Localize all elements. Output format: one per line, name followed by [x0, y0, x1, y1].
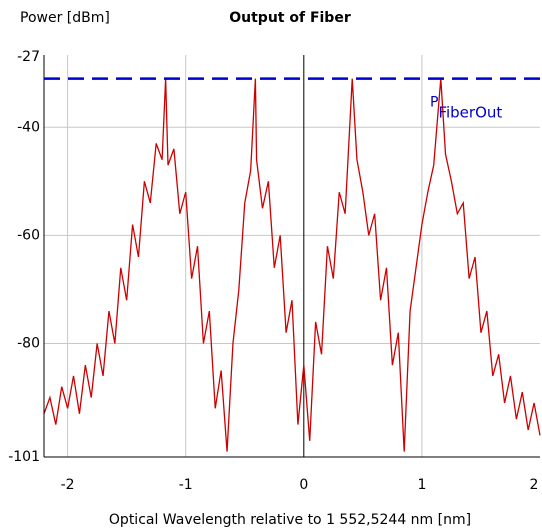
- chart-title: Output of Fiber: [229, 10, 351, 26]
- x-tick-label: 0: [299, 477, 308, 493]
- reference-label-main: P: [430, 95, 438, 111]
- x-tick-label: 1: [417, 477, 426, 493]
- y-tick-label: -80: [17, 335, 40, 351]
- y-tick-label: -40: [17, 119, 40, 135]
- spectrum-line: [43, 78, 541, 452]
- reference-label: PFiberOut: [430, 95, 502, 122]
- x-tick-label: -2: [61, 477, 75, 493]
- reference-label-sub: FiberOut: [438, 103, 502, 121]
- y-tick-label: -60: [17, 227, 40, 243]
- x-axis-label: Optical Wavelength relative to 1 552,524…: [109, 512, 471, 528]
- y-tick-label: -101: [8, 449, 40, 465]
- x-tick-label: -1: [179, 477, 193, 493]
- x-tick-label: 2: [530, 477, 539, 493]
- y-axis-label: Power [dBm]: [20, 10, 110, 26]
- y-tick-label: -27: [17, 49, 40, 65]
